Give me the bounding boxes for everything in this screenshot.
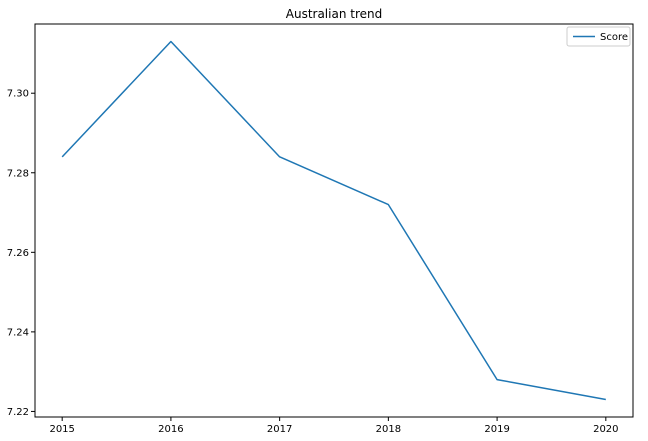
y-tick-label: 7.26 (7, 248, 29, 259)
y-tick-label: 7.30 (7, 89, 29, 100)
y-axis: 7.22 7.24 7.26 7.28 7.30 (7, 89, 35, 418)
series-layer (61, 40, 606, 401)
x-tick-label: 2016 (158, 424, 183, 435)
plot-area-frame (34, 23, 634, 418)
x-tick-label: 2015 (49, 424, 74, 435)
y-tick-label: 7.24 (7, 327, 29, 338)
x-tick-label: 2017 (267, 424, 292, 435)
legend-box (566, 26, 631, 47)
x-tick-label: 2019 (484, 424, 509, 435)
x-tick-label: 2018 (376, 424, 401, 435)
x-axis: 2015 2016 2017 2018 2019 2020 (49, 417, 619, 435)
y-tick-label: 7.22 (7, 407, 29, 418)
legend-label-score: Score (600, 32, 628, 43)
x-tick-label: 2020 (593, 424, 618, 435)
chart-title: Australian trend (286, 7, 382, 21)
series-line-score (61, 40, 606, 401)
legend: Score (566, 26, 631, 47)
y-tick-label: 7.28 (7, 168, 29, 179)
